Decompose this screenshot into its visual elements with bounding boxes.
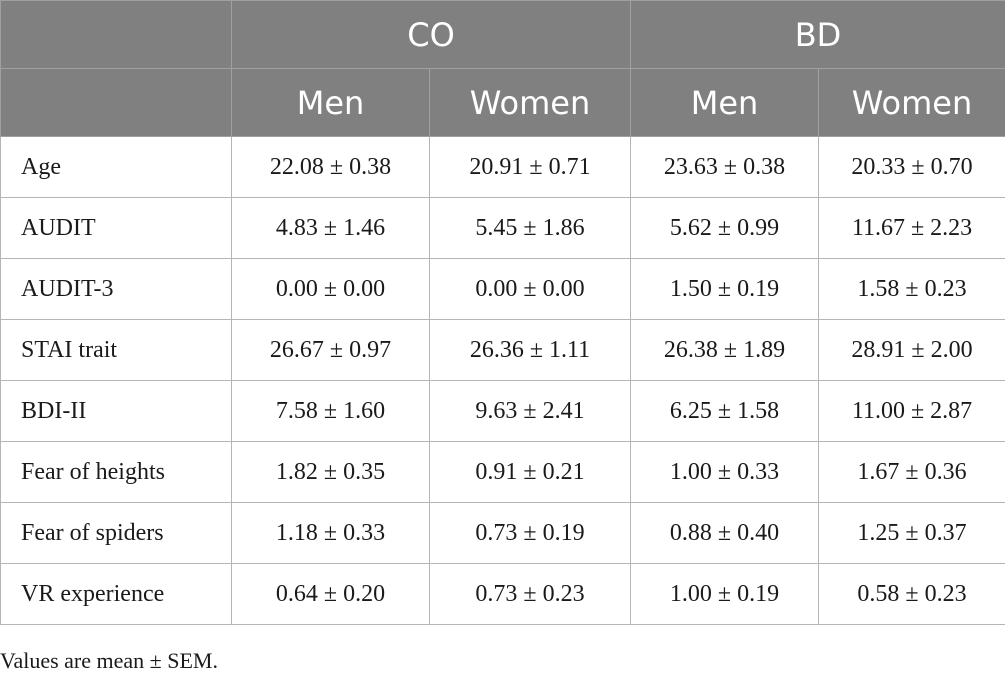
table-cell: 5.45 ± 1.86 <box>429 197 631 259</box>
header-bd-women: Women <box>818 68 1005 137</box>
row-label: AUDIT <box>0 197 232 259</box>
table-header: CO BD Men Women Men Women <box>0 0 1005 137</box>
table-cell: 0.64 ± 0.20 <box>231 563 430 625</box>
table-cell: 1.25 ± 0.37 <box>818 502 1005 564</box>
table-row: Fear of spiders 1.18 ± 0.33 0.73 ± 0.19 … <box>0 502 1005 564</box>
row-label: BDI-II <box>0 380 232 442</box>
table-row: STAI trait 26.67 ± 0.97 26.36 ± 1.11 26.… <box>0 319 1005 381</box>
table-cell: 1.00 ± 0.19 <box>630 563 819 625</box>
table-cell: 0.73 ± 0.19 <box>429 502 631 564</box>
header-group-co: CO <box>231 0 631 69</box>
table-cell: 1.18 ± 0.33 <box>231 502 430 564</box>
row-label: STAI trait <box>0 319 232 381</box>
row-label: VR experience <box>0 563 232 625</box>
table-cell: 4.83 ± 1.46 <box>231 197 430 259</box>
table-row: VR experience 0.64 ± 0.20 0.73 ± 0.23 1.… <box>0 563 1005 625</box>
table-row: AUDIT-3 0.00 ± 0.00 0.00 ± 0.00 1.50 ± 0… <box>0 258 1005 320</box>
row-label: Fear of spiders <box>0 502 232 564</box>
table-cell: 0.88 ± 0.40 <box>630 502 819 564</box>
table-cell: 0.91 ± 0.21 <box>429 441 631 503</box>
table-cell: 22.08 ± 0.38 <box>231 136 430 198</box>
row-label: Age <box>0 136 232 198</box>
header-corner-cell <box>0 0 232 69</box>
header-bd-men: Men <box>630 68 819 137</box>
table-cell: 6.25 ± 1.58 <box>630 380 819 442</box>
table-cell: 26.67 ± 0.97 <box>231 319 430 381</box>
table-body: Age 22.08 ± 0.38 20.91 ± 0.71 23.63 ± 0.… <box>0 136 1005 625</box>
table-cell: 1.67 ± 0.36 <box>818 441 1005 503</box>
table-cell: 1.50 ± 0.19 <box>630 258 819 320</box>
table-cell: 26.38 ± 1.89 <box>630 319 819 381</box>
table-cell: 11.00 ± 2.87 <box>818 380 1005 442</box>
table-cell: 9.63 ± 2.41 <box>429 380 631 442</box>
table-cell: 20.91 ± 0.71 <box>429 136 631 198</box>
table-row: BDI-II 7.58 ± 1.60 9.63 ± 2.41 6.25 ± 1.… <box>0 380 1005 442</box>
table-cell: 1.58 ± 0.23 <box>818 258 1005 320</box>
row-label: AUDIT-3 <box>0 258 232 320</box>
table-cell: 0.00 ± 0.00 <box>231 258 430 320</box>
header-co-men: Men <box>231 68 430 137</box>
header-group-row: CO BD <box>0 0 1005 69</box>
table-cell: 1.00 ± 0.33 <box>630 441 819 503</box>
table-cell: 20.33 ± 0.70 <box>818 136 1005 198</box>
table-cell: 0.58 ± 0.23 <box>818 563 1005 625</box>
table-footnote: Values are mean ± SEM. <box>0 648 218 673</box>
table-cell: 7.58 ± 1.60 <box>231 380 430 442</box>
data-table: CO BD Men Women Men Women Age 22.08 ± 0.… <box>0 0 1005 625</box>
table-cell: 28.91 ± 2.00 <box>818 319 1005 381</box>
table-cell: 0.73 ± 0.23 <box>429 563 631 625</box>
table-cell: 26.36 ± 1.11 <box>429 319 631 381</box>
table-cell: 0.00 ± 0.00 <box>429 258 631 320</box>
header-group-bd: BD <box>630 0 1005 69</box>
table-cell: 11.67 ± 2.23 <box>818 197 1005 259</box>
table-cell: 1.82 ± 0.35 <box>231 441 430 503</box>
row-label: Fear of heights <box>0 441 232 503</box>
header-co-women: Women <box>429 68 631 137</box>
table-cell: 5.62 ± 0.99 <box>630 197 819 259</box>
header-subgroup-row: Men Women Men Women <box>0 68 1005 137</box>
table-row: Age 22.08 ± 0.38 20.91 ± 0.71 23.63 ± 0.… <box>0 136 1005 198</box>
table-cell: 23.63 ± 0.38 <box>630 136 819 198</box>
header-corner-cell <box>0 68 232 137</box>
table-row: AUDIT 4.83 ± 1.46 5.45 ± 1.86 5.62 ± 0.9… <box>0 197 1005 259</box>
table-row: Fear of heights 1.82 ± 0.35 0.91 ± 0.21 … <box>0 441 1005 503</box>
